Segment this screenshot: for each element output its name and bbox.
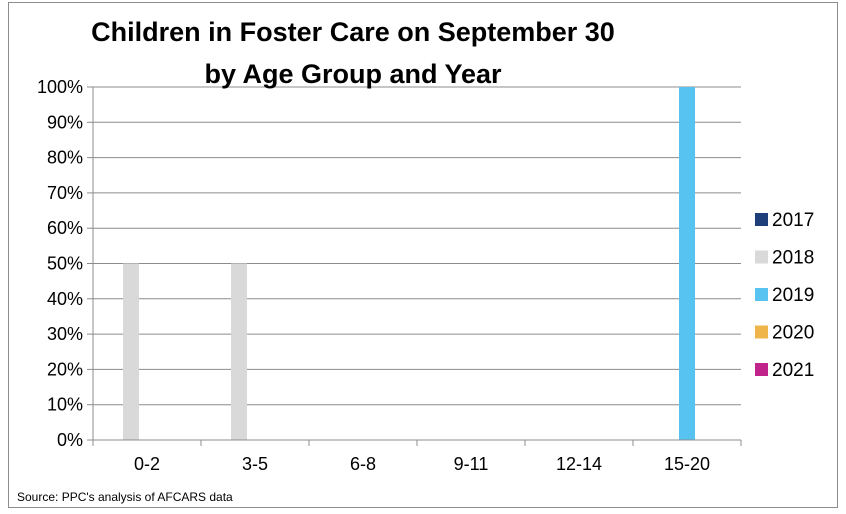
chart-title-line-2: by Age Group and Year	[204, 59, 502, 89]
legend-swatch-2021	[755, 363, 768, 376]
y-axis-ticks: 0% 10% 20% 30% 40% 50% 60% 70% 80% 90% 100%	[37, 77, 93, 450]
legend-swatch-2017	[755, 213, 768, 226]
y-tick-label: 0%	[57, 430, 83, 450]
y-tick-label: 10%	[47, 395, 83, 415]
y-tick-label: 90%	[47, 112, 83, 132]
bar-2018-3-5	[231, 263, 247, 440]
y-tick-label: 50%	[47, 254, 83, 274]
x-tick-label: 3-5	[242, 454, 268, 474]
chart-frame: 0% 10% 20% 30% 40% 50% 60% 70% 80% 90% 100% 0-2 3-5…	[8, 2, 838, 508]
legend: 2017 2018 2019 2020 2021	[755, 210, 814, 381]
legend-swatch-2018	[755, 250, 768, 264]
legend-label-2017: 2017	[772, 210, 814, 231]
x-tick-label: 12-14	[556, 454, 602, 474]
source-note: Source: PPC's analysis of AFCARS data	[17, 490, 233, 504]
legend-swatch-2019	[755, 288, 768, 301]
legend-label-2018: 2018	[772, 248, 814, 269]
y-tick-label: 30%	[47, 324, 83, 344]
x-axis-ticks: 0-2 3-5 6-8 9-11 12-14 15-20	[92, 440, 742, 474]
x-tick-label: 6-8	[350, 454, 376, 474]
bar-2018-0-2	[123, 263, 139, 440]
chart-title-line-1: Children in Foster Care on September 30	[91, 17, 615, 47]
y-tick-label: 60%	[47, 218, 83, 238]
y-tick-label: 80%	[47, 148, 83, 168]
legend-label-2021: 2021	[772, 360, 814, 381]
x-tick-label: 9-11	[454, 454, 489, 474]
x-tick-label: 0-2	[134, 454, 160, 474]
gridlines	[93, 86, 741, 406]
legend-label-2020: 2020	[772, 323, 814, 344]
y-tick-label: 20%	[47, 359, 83, 379]
y-tick-label: 70%	[47, 183, 83, 203]
bar-chart: 0% 10% 20% 30% 40% 50% 60% 70% 80% 90% 100% 0-2 3-5…	[17, 17, 814, 504]
y-tick-label: 40%	[47, 289, 83, 309]
legend-label-2019: 2019	[772, 285, 814, 306]
y-tick-label: 100%	[37, 77, 83, 97]
bar-2019-15-20	[679, 87, 695, 440]
x-tick-label: 15-20	[664, 454, 710, 474]
bars	[123, 87, 695, 440]
legend-swatch-2020	[755, 325, 768, 339]
